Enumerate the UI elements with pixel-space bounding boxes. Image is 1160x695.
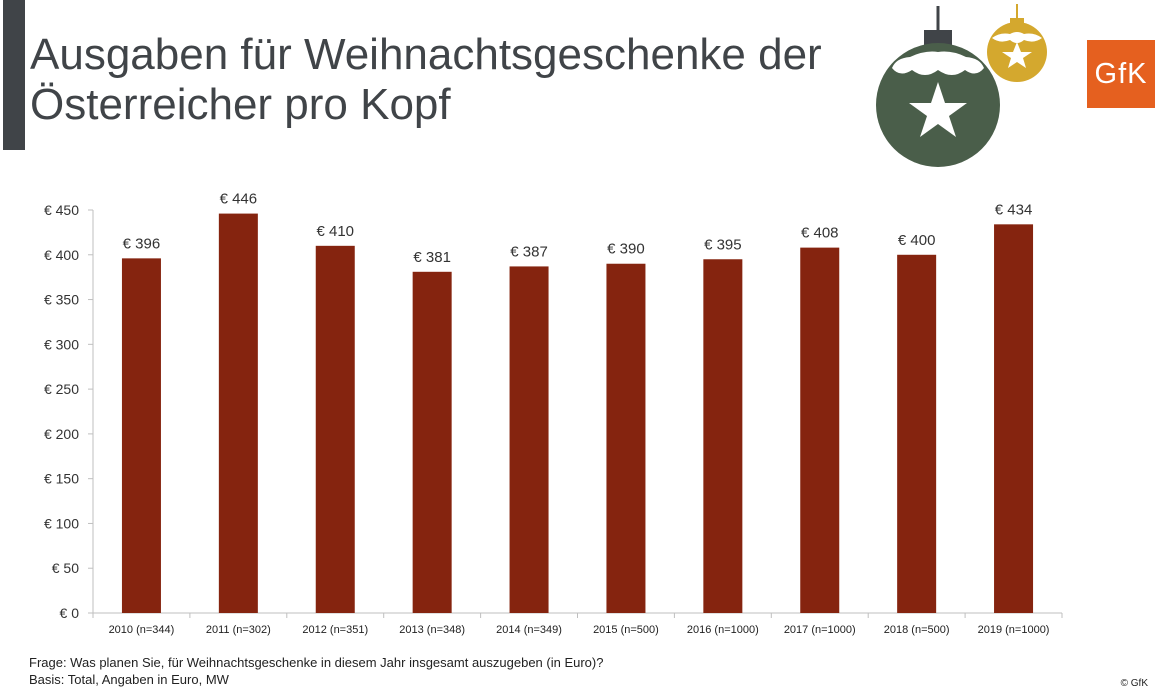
x-tick-label: 2015 (n=500) — [593, 624, 659, 636]
data-labels: € 396 € 446 € 410 € 381 € 387 € 390 € 395 € 408… — [123, 191, 1033, 266]
basis-note: Basis: Total, Angaben in Euro, MW — [29, 672, 229, 687]
y-tick-label: € 50 — [52, 560, 79, 576]
data-label: € 400 — [898, 232, 936, 249]
data-label: € 387 — [510, 243, 548, 260]
data-label: € 446 — [220, 191, 258, 208]
christmas-ornaments-icon — [876, 4, 1047, 167]
bar — [412, 271, 452, 613]
bar — [218, 213, 258, 614]
small-ornament-icon — [987, 4, 1047, 82]
title-accent-bar — [3, 0, 25, 150]
y-axis: € 0 € 50 € 100 € 150 € 200 € 250 € 300 € 350 € 4… — [44, 202, 94, 621]
data-label: € 395 — [704, 236, 742, 253]
copyright: © GfK — [1120, 678, 1148, 689]
bar — [315, 245, 355, 614]
bar — [509, 266, 549, 613]
x-axis: 2010 (n=344) 2011 (n=302) 2012 (n=351) 2013… — [92, 612, 1063, 636]
x-tick-label: 2013 (n=348) — [399, 624, 465, 636]
large-ornament-icon — [876, 6, 1000, 167]
data-label: € 408 — [801, 225, 839, 242]
data-label: € 396 — [123, 235, 161, 252]
y-tick-label: € 300 — [44, 336, 79, 352]
bar — [800, 247, 840, 613]
page-title: Ausgaben für Weihnachtsgeschenke der Öst… — [30, 30, 822, 130]
bar — [606, 263, 646, 613]
x-tick-label: 2014 (n=349) — [496, 624, 562, 636]
title-line-1: Ausgaben für Weihnachtsgeschenke der — [30, 30, 822, 79]
x-tick-label: 2010 (n=344) — [109, 624, 175, 636]
data-label: € 410 — [316, 223, 354, 240]
bar-series — [121, 213, 1034, 614]
y-tick-label: € 200 — [44, 426, 79, 442]
x-tick-label: 2017 (n=1000) — [784, 624, 856, 636]
x-tick-label: 2018 (n=500) — [884, 624, 950, 636]
bar — [994, 224, 1034, 613]
x-tick-label: 2016 (n=1000) — [687, 624, 759, 636]
x-tick-label: 2011 (n=302) — [206, 624, 271, 636]
x-tick-label: 2012 (n=351) — [302, 624, 368, 636]
bar — [897, 254, 937, 613]
data-label: € 381 — [413, 249, 451, 266]
y-tick-label: € 400 — [44, 247, 79, 263]
question-note: Frage: Was planen Sie, für Weihnachtsges… — [29, 655, 604, 670]
title-line-2: Österreicher pro Kopf — [30, 80, 451, 129]
y-tick-label: € 350 — [44, 292, 79, 308]
y-tick-label: € 150 — [44, 471, 79, 487]
gfk-logo: GfK — [1087, 40, 1155, 108]
y-tick-label: € 250 — [44, 381, 79, 397]
data-label: € 390 — [607, 241, 645, 258]
logo-text: GfK — [1094, 57, 1148, 90]
bar — [703, 259, 743, 613]
data-label: € 434 — [995, 201, 1033, 218]
x-tick-label: 2019 (n=1000) — [978, 624, 1050, 636]
y-tick-label: € 100 — [44, 515, 79, 531]
y-tick-label: € 0 — [60, 605, 80, 621]
y-tick-label: € 450 — [44, 202, 79, 218]
bar — [121, 258, 161, 613]
